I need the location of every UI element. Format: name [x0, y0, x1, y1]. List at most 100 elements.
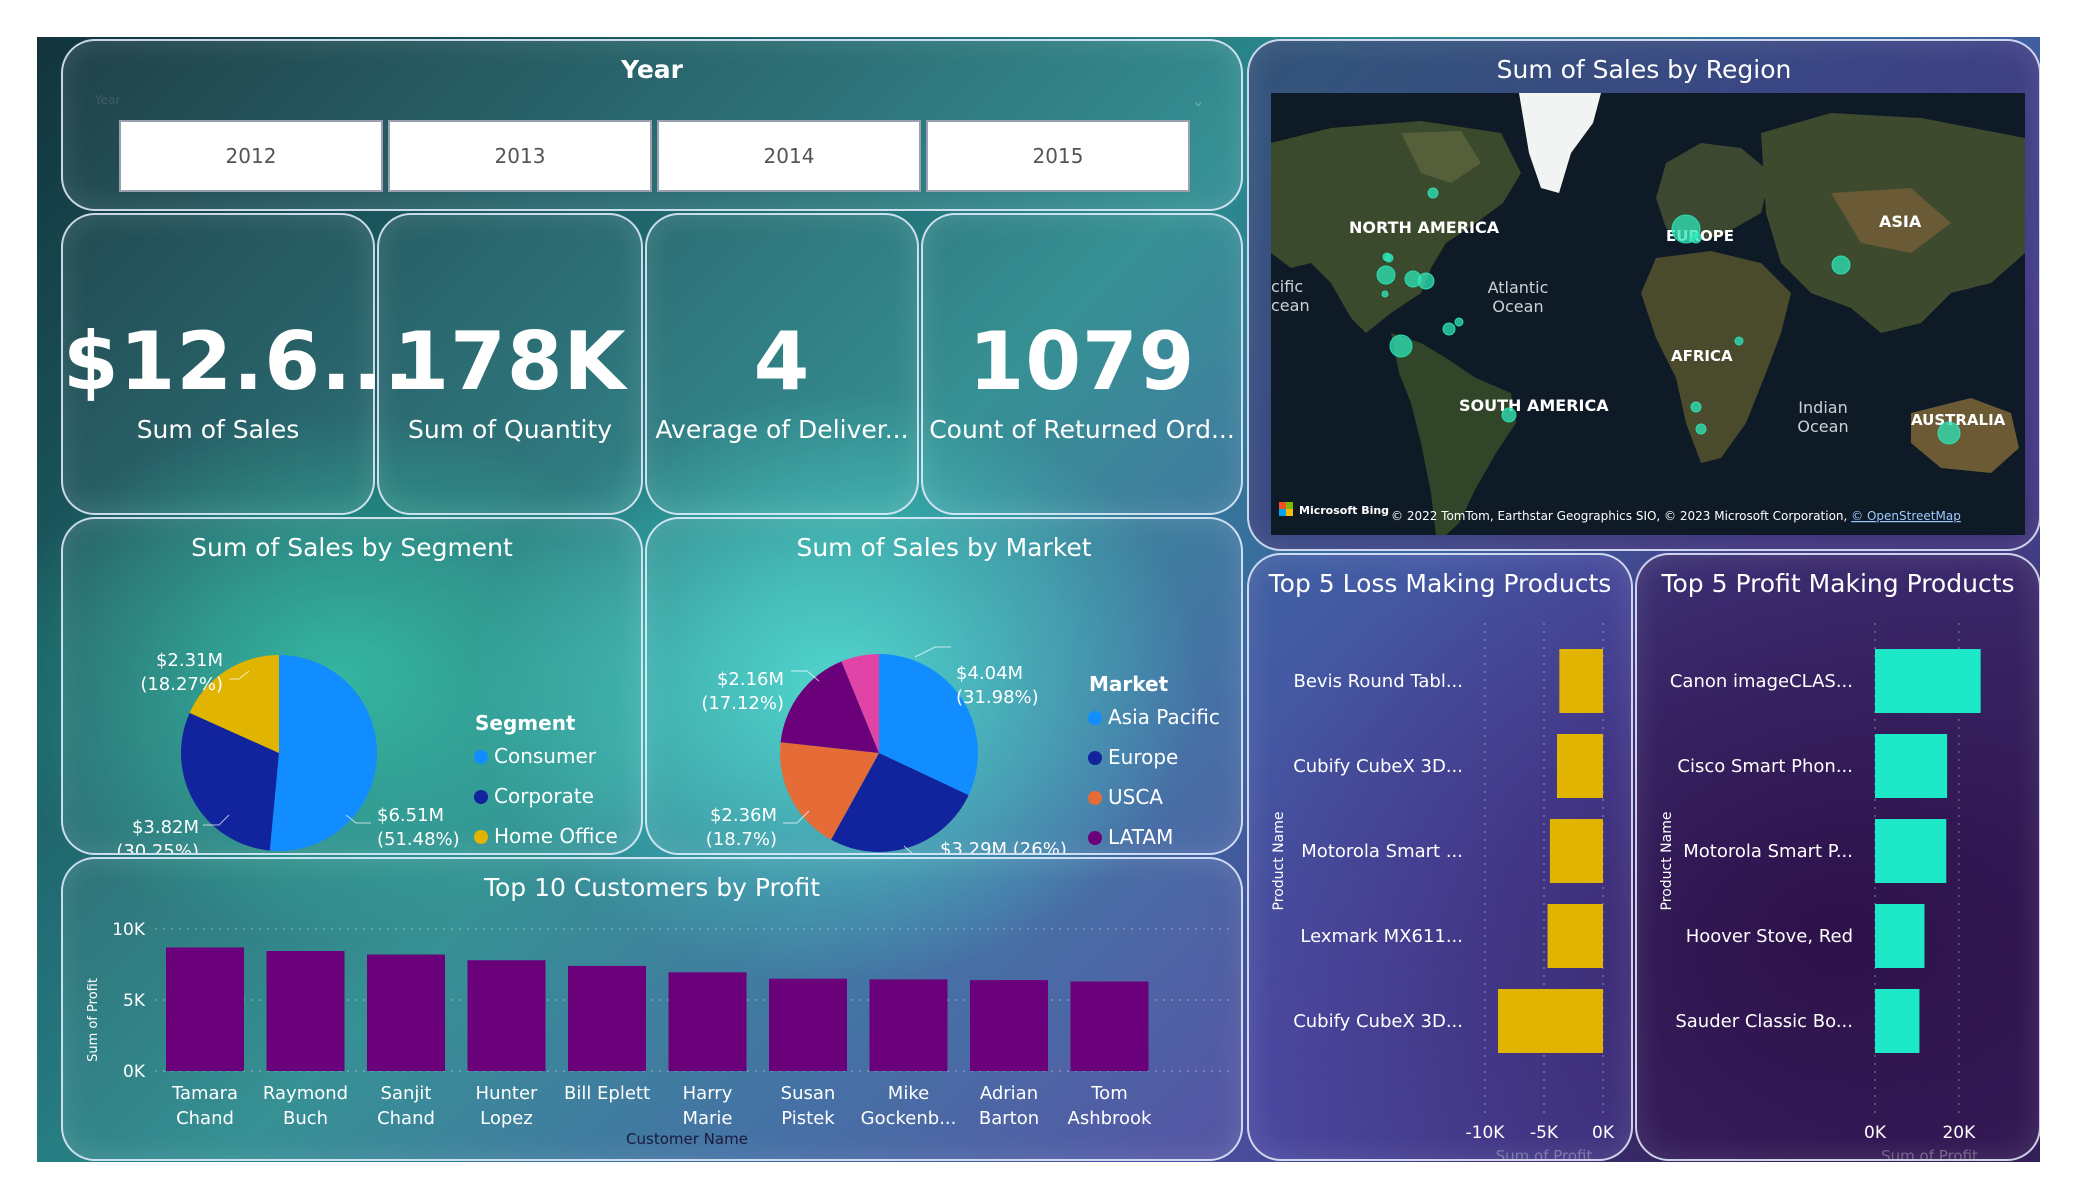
segment-data-label: $2.31M	[156, 650, 223, 671]
customers-bar[interactable]	[166, 947, 244, 1071]
loss-chart-title: Top 5 Loss Making Products	[1268, 569, 1612, 598]
market-legend-item[interactable]: LATAM	[1108, 825, 1173, 849]
customers-x-tick: Marie	[682, 1108, 732, 1129]
loss-bar[interactable]	[1497, 989, 1603, 1053]
map-bubble[interactable]	[1384, 253, 1394, 263]
market-legend-marker	[1088, 791, 1102, 805]
segment-legend-item[interactable]: Corporate	[494, 784, 594, 808]
map-label-indian-ocean: Ocean	[1797, 417, 1848, 436]
segment-legend-marker	[474, 830, 488, 844]
map-bubble[interactable]	[1695, 423, 1707, 435]
map-bubble[interactable]	[1454, 317, 1464, 327]
customers-x-tick: Adrian	[980, 1083, 1038, 1104]
map-bubble[interactable]	[1690, 401, 1702, 413]
segment-pie-chart[interactable]: $6.51M (51.48%) $3.82M (30.25%) $2.31M (18.27…	[63, 567, 641, 853]
map-bubble[interactable]	[1442, 322, 1456, 336]
map-bubble[interactable]	[1376, 265, 1396, 285]
customers-bar[interactable]	[367, 954, 445, 1071]
customers-bar[interactable]	[970, 980, 1048, 1071]
customers-bar-chart[interactable]: 0K 5K 10K Sum of Profit Tamara Chand Raymond Bu…	[63, 859, 1241, 1159]
customers-bar[interactable]	[467, 960, 546, 1071]
africa-landmass	[1641, 251, 1791, 463]
customers-x-tick: Tamara	[171, 1083, 238, 1104]
customers-bar[interactable]	[769, 978, 847, 1071]
year-slicer-title: Year	[621, 55, 683, 84]
segment-slice[interactable]	[269, 655, 378, 851]
customers-bar[interactable]	[568, 965, 646, 1071]
customers-y-axis-label: Sum of Profit	[86, 978, 101, 1062]
segment-label-leader	[345, 814, 371, 824]
customers-x-tick: Raymond	[263, 1083, 348, 1104]
map-bubble[interactable]	[1831, 255, 1851, 275]
customers-bar[interactable]	[1070, 981, 1149, 1071]
profit-bar[interactable]	[1875, 649, 1981, 713]
profit-bar[interactable]	[1875, 734, 1948, 798]
profit-y-tick: Cisco Smart Phon...	[1677, 756, 1853, 777]
map-panel: Sum of Sales by Region NORTH AMERICA SOU…	[1247, 39, 2040, 551]
map-bubble[interactable]	[1381, 290, 1389, 298]
map-bubble[interactable]	[1690, 232, 1702, 244]
profit-x-tick: 0K	[1864, 1123, 1887, 1143]
year-option-2015[interactable]: 2015	[926, 120, 1190, 192]
map-bubble[interactable]	[1937, 421, 1961, 445]
year-dropdown-chevron-icon[interactable]: ⌄	[1191, 91, 1205, 110]
customers-y-tick: 5K	[123, 991, 146, 1011]
map-bubble[interactable]	[1734, 336, 1744, 346]
market-pie-chart[interactable]: $4.04M (31.98%) $3.29M (26%) $2.36M (18.7%) $…	[647, 567, 1241, 853]
kpi-card-sales: $12.6... Sum of Sales	[61, 213, 414, 515]
customers-chart-title: Top 10 Customers by Profit	[483, 873, 821, 902]
kpi-quantity-label: Sum of Quantity	[407, 415, 613, 444]
loss-bar[interactable]	[1549, 819, 1603, 883]
map-label-australia: AUSTRALIA	[1911, 411, 2006, 429]
customers-bar[interactable]	[869, 979, 948, 1071]
market-legend-item[interactable]: USCA	[1108, 785, 1163, 809]
greenland-landmass	[1519, 93, 1601, 193]
customers-x-tick: Bill Eplett	[564, 1083, 650, 1104]
map-label-indian: Indian	[1798, 398, 1847, 417]
profit-products-bar-chart[interactable]: 0K 20K Canon imageCLAS... Cisco Smart Phon.…	[1637, 555, 2039, 1159]
year-option-2014[interactable]: 2014	[657, 120, 921, 192]
segment-slice[interactable]	[180, 712, 279, 851]
customers-x-tick: Mike	[888, 1083, 929, 1104]
market-slice[interactable]	[831, 753, 969, 852]
kpi-card-quantity: 178K Sum of Quantity	[377, 213, 643, 515]
loss-bar[interactable]	[1559, 649, 1603, 713]
segment-legend-item[interactable]: Home Office	[494, 824, 618, 848]
segment-legend-item[interactable]: Consumer	[494, 744, 597, 768]
map-attribution: © 2022 TomTom, Earthstar Geographics SIO…	[1391, 509, 1961, 523]
year-option-2012[interactable]: 2012	[119, 120, 383, 192]
market-slice[interactable]	[879, 654, 978, 796]
map-bubble[interactable]	[1501, 407, 1517, 423]
loss-bar[interactable]	[1556, 734, 1603, 798]
market-legend-title: Market	[1089, 672, 1169, 696]
openstreetmap-link[interactable]: © OpenStreetMap	[1851, 509, 1961, 523]
map-bubble[interactable]	[1427, 187, 1439, 199]
loss-x-tick: -10K	[1466, 1123, 1506, 1143]
map-label-north-america: NORTH AMERICA	[1349, 218, 1500, 237]
map-bubble[interactable]	[1417, 272, 1435, 290]
world-map[interactable]: NORTH AMERICA SOUTH AMERICA EUROPE ASIA …	[1271, 93, 2025, 535]
segment-slice[interactable]	[189, 655, 279, 753]
loss-y-tick: Cubify CubeX 3D...	[1293, 756, 1463, 777]
profit-bar[interactable]	[1875, 989, 1920, 1053]
segment-legend-marker	[474, 750, 488, 764]
market-legend-item[interactable]: Europe	[1108, 745, 1178, 769]
market-legend-item[interactable]: Asia Pacific	[1108, 705, 1220, 729]
profit-bar[interactable]	[1875, 904, 1925, 968]
customers-x-tick: Ashbrook	[1068, 1108, 1153, 1129]
loss-x-tick: 0K	[1592, 1123, 1615, 1143]
market-slice[interactable]	[780, 661, 879, 753]
loss-products-bar-chart[interactable]: -10K -5K 0K Bevis Round Tabl... Cubify CubeX…	[1249, 555, 1631, 1159]
profit-bar[interactable]	[1875, 819, 1947, 883]
australia-landmass	[1911, 398, 2019, 473]
profit-y-tick: Canon imageCLAS...	[1670, 671, 1853, 692]
year-option-2013[interactable]: 2013	[388, 120, 652, 192]
segment-data-label: $3.82M	[132, 817, 199, 838]
customers-bar[interactable]	[266, 951, 345, 1071]
profit-x-axis-label: Sum of Profit	[1881, 1147, 1978, 1159]
customers-bar[interactable]	[668, 972, 747, 1071]
market-slice[interactable]	[841, 654, 879, 753]
map-label-pacific-ocean: cean	[1271, 296, 1310, 315]
map-bubble[interactable]	[1389, 334, 1413, 358]
loss-bar[interactable]	[1547, 904, 1603, 968]
